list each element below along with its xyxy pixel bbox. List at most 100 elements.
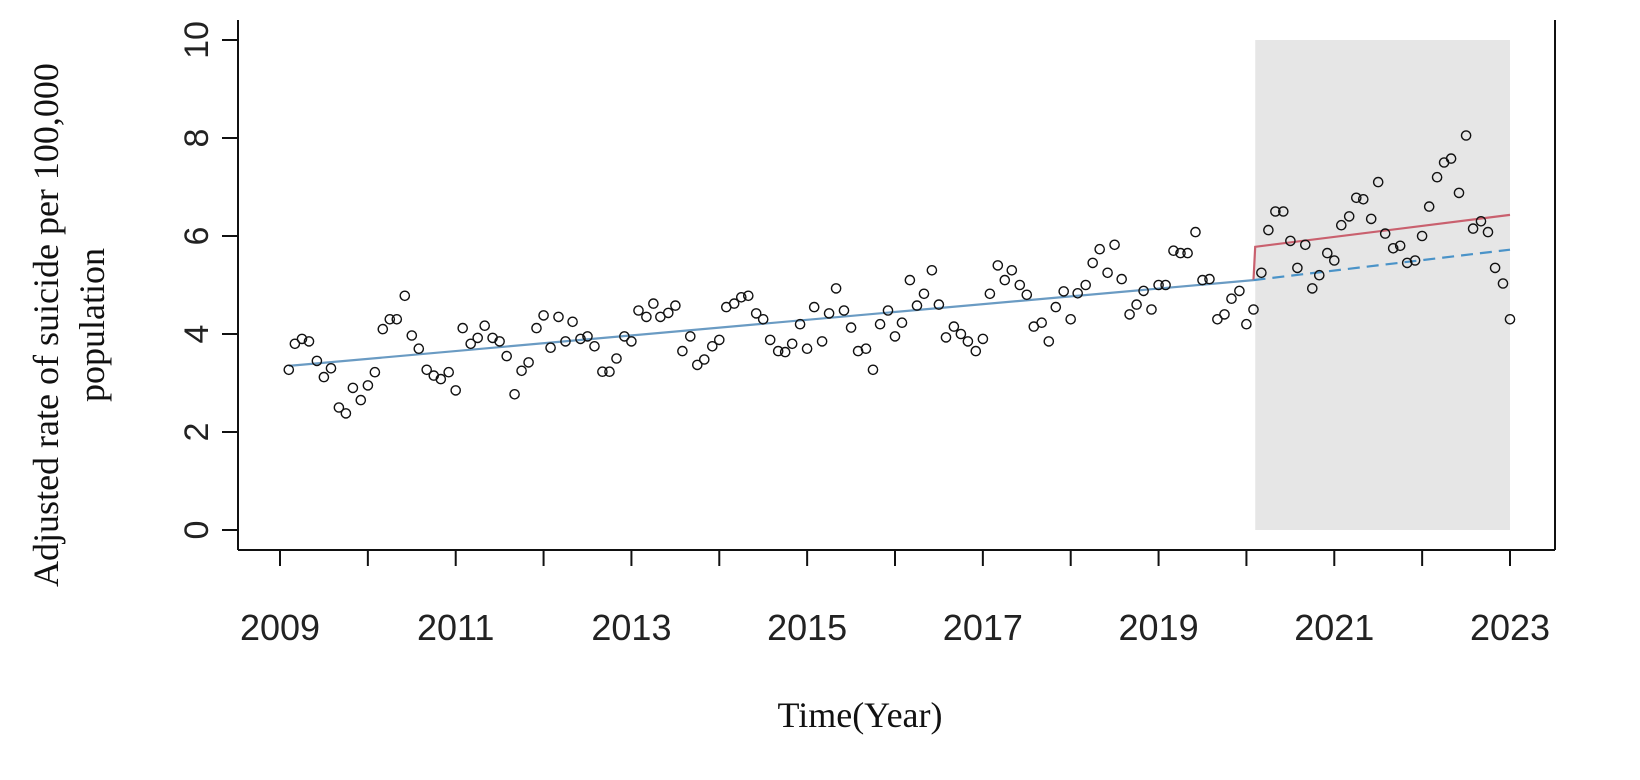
data-point <box>1497 278 1509 289</box>
data-point <box>1482 226 1494 238</box>
data-point <box>838 305 850 316</box>
y-axis-title-line1: Adjusted rate of suicide per 100,000 <box>26 63 66 587</box>
data-point <box>362 380 374 391</box>
data-point <box>421 364 433 376</box>
counterfactual-line <box>1253 248 1511 282</box>
data-point <box>1285 235 1296 247</box>
x-tick-label: 2013 <box>591 607 671 648</box>
data-point <box>867 364 879 376</box>
data-point <box>736 291 747 303</box>
data-point <box>808 301 820 313</box>
shaded-region-layer <box>1255 40 1510 530</box>
data-point <box>764 334 776 346</box>
data-point <box>707 340 718 352</box>
data-point <box>1241 318 1252 330</box>
data-point <box>465 338 477 350</box>
data-point <box>1043 336 1055 347</box>
data-point <box>1036 317 1047 329</box>
data-point <box>1021 289 1033 301</box>
data-point <box>1131 299 1142 310</box>
data-point <box>940 332 952 343</box>
data-point <box>567 316 578 328</box>
x-axis-title: Time(Year) <box>777 695 942 735</box>
data-point <box>1087 257 1098 269</box>
x-tick-label: 2017 <box>943 607 1023 648</box>
data-point <box>977 333 989 345</box>
data-point <box>340 408 352 419</box>
data-point <box>823 308 835 319</box>
data-point <box>1014 279 1026 291</box>
data-point <box>1401 257 1413 269</box>
data-point <box>377 323 389 335</box>
data-point <box>904 274 916 286</box>
data-point <box>523 357 534 368</box>
data-point <box>1124 309 1135 320</box>
data-point <box>757 313 769 325</box>
data-point <box>1322 247 1333 259</box>
data-point <box>1190 226 1201 238</box>
data-point <box>589 340 600 352</box>
data-point <box>984 288 996 300</box>
data-point <box>538 310 549 321</box>
data-point <box>413 343 425 355</box>
data-point <box>970 345 982 357</box>
data-point <box>435 373 447 385</box>
data-point <box>1175 247 1186 259</box>
data-point <box>406 330 418 341</box>
data-point <box>582 331 593 342</box>
data-point <box>714 334 725 346</box>
data-point <box>896 317 908 329</box>
data-point <box>553 311 564 323</box>
data-point <box>1204 273 1215 285</box>
data-point <box>633 305 644 316</box>
data-point <box>692 359 703 371</box>
data-point <box>1467 223 1479 234</box>
data-point <box>443 366 455 378</box>
data-point <box>1080 279 1091 291</box>
data-point <box>296 333 308 345</box>
data-point <box>626 336 637 347</box>
data-point <box>501 350 513 362</box>
data-point <box>318 371 330 383</box>
data-point <box>1336 219 1347 231</box>
x-tick-label: 2019 <box>1119 607 1199 648</box>
data-point <box>1006 264 1018 276</box>
y-tick-label: 4 <box>178 325 216 344</box>
y-tick-label: 8 <box>178 129 216 148</box>
data-point <box>1234 285 1245 297</box>
data-point <box>597 366 608 378</box>
data-point <box>962 336 974 347</box>
data-point <box>1109 239 1120 251</box>
data-point <box>999 274 1011 286</box>
data-point <box>303 336 315 347</box>
data-point <box>1358 193 1369 205</box>
data-point <box>545 342 556 354</box>
data-point <box>1292 262 1303 274</box>
data-point <box>457 322 469 334</box>
data-point <box>575 333 586 345</box>
data-point <box>1379 228 1391 239</box>
data-point <box>531 322 542 334</box>
data-point <box>1219 309 1230 320</box>
data-point <box>509 388 520 400</box>
axes-layer: 0 2 4 6 8 10 2009 2011 2013 2015 2017 2019 2021 2023 <box>178 20 1556 648</box>
data-point <box>1248 304 1259 315</box>
data-point <box>1372 176 1384 188</box>
data-point <box>369 366 381 378</box>
data-point <box>1453 187 1465 199</box>
data-point <box>1409 255 1421 266</box>
data-point <box>874 318 886 330</box>
data-point <box>1489 262 1501 274</box>
data-point <box>450 385 462 396</box>
data-point <box>648 298 659 309</box>
data-point <box>611 353 622 364</box>
data-point <box>743 290 754 302</box>
data-point <box>801 343 813 355</box>
data-point <box>663 307 674 319</box>
data-point <box>772 345 784 357</box>
data-point <box>516 365 527 377</box>
data-point <box>1475 215 1487 227</box>
data-point <box>1058 286 1069 297</box>
shaded-period <box>1255 40 1510 530</box>
data-point <box>1138 285 1149 297</box>
